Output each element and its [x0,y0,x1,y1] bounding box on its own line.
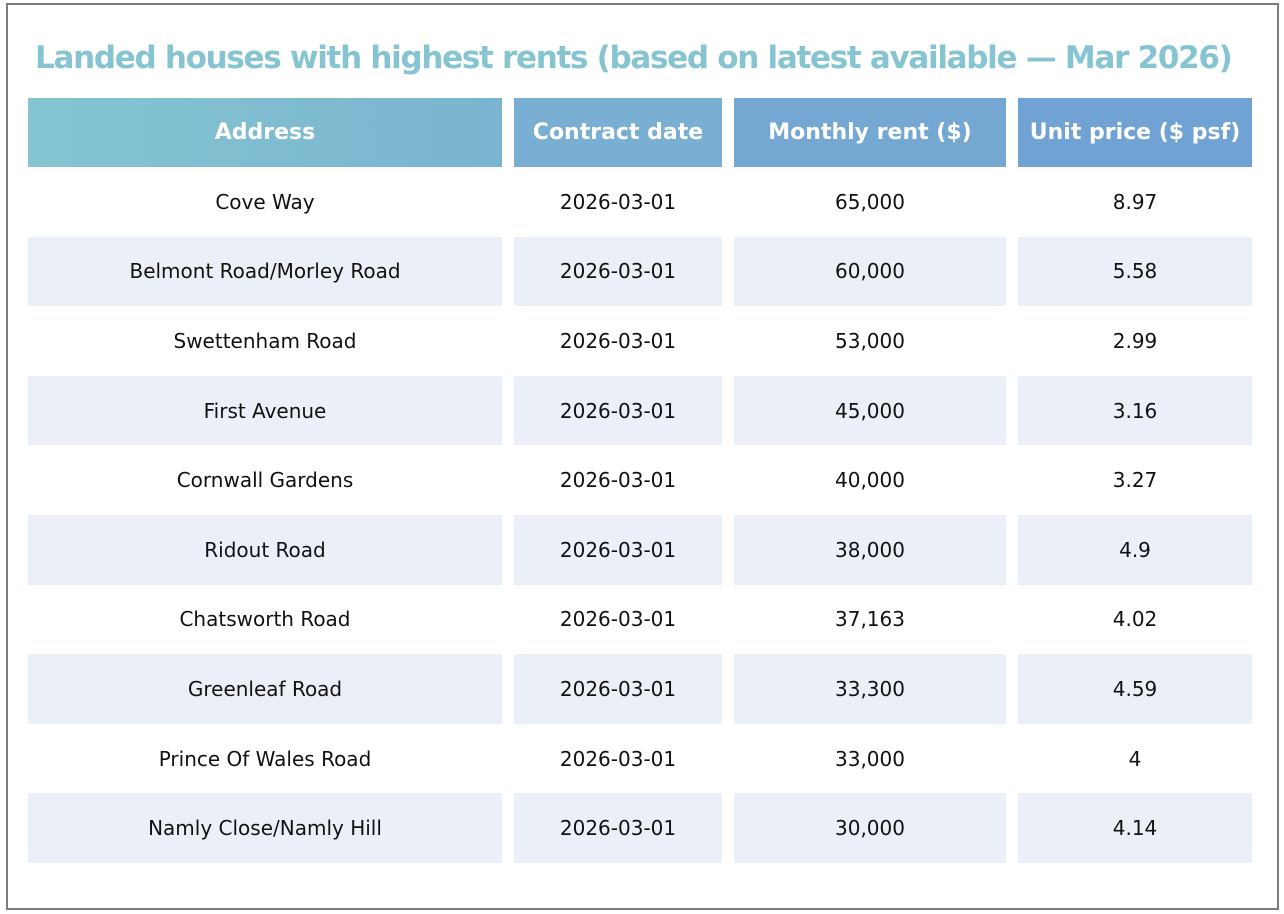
cell-monthly-rent: 45,000 [734,375,1006,446]
cell-monthly-rent: 33,000 [835,746,905,771]
cell-address: Chatsworth Road [179,607,351,632]
table-row: Namly Close/Namly Hill 2026-03-01 30,000… [28,793,1252,863]
table-header-row: Address Contract date Monthly rent ($) U… [28,98,1252,167]
cell-monthly-rent: 38,000 [734,514,1006,585]
cell-contract-date: 2026-03-01 [559,189,677,214]
cell-contract-date: 2026-03-01 [559,468,677,493]
cell-address: Greenleaf Road [28,654,502,724]
table-row: Belmont Road/Morley Road 2026-03-01 60,0… [28,236,1252,307]
cell-address: Namly Close/Namly Hill [28,793,502,863]
cell-address: Cove Way [215,189,315,214]
cell-address: Cornwall Gardens [176,468,354,493]
cell-contract-date: 2026-03-01 [514,793,722,863]
table-row: Cornwall Gardens 2026-03-01 40,000 3.27 [28,445,1252,515]
cell-unit-price: 5.58 [1018,236,1252,307]
cell-unit-price: 4.59 [1018,654,1252,724]
cell-contract-date: 2026-03-01 [514,514,722,585]
cell-monthly-rent: 33,300 [734,654,1006,724]
cell-unit-price: 4.9 [1018,514,1252,585]
table-row: Swettenham Road 2026-03-01 53,000 2.99 [28,306,1252,376]
cell-monthly-rent: 30,000 [734,793,1006,863]
cell-contract-date: 2026-03-01 [559,607,677,632]
header-unit-price: Unit price ($ psf) [1018,98,1252,167]
cell-monthly-rent: 40,000 [835,468,905,493]
table-row: First Avenue 2026-03-01 45,000 3.16 [28,375,1252,446]
cell-unit-price: 8.97 [1112,189,1158,214]
cell-contract-date: 2026-03-01 [514,236,722,307]
cell-address: Swettenham Road [173,328,357,353]
table-row: Ridout Road 2026-03-01 38,000 4.9 [28,514,1252,585]
table-title: Landed houses with highest rents (based … [35,40,1233,76]
cell-unit-price: 3.27 [1112,468,1158,493]
cell-address: Prince Of Wales Road [158,746,372,771]
cell-contract-date: 2026-03-01 [514,654,722,724]
cell-unit-price: 4 [1128,746,1142,771]
cell-monthly-rent: 53,000 [835,328,905,353]
cell-address: Belmont Road/Morley Road [28,236,502,307]
cell-monthly-rent: 37,163 [835,607,905,632]
cell-unit-price: 2.99 [1112,328,1158,353]
cell-monthly-rent: 60,000 [734,236,1006,307]
cell-monthly-rent: 65,000 [835,189,905,214]
cell-contract-date: 2026-03-01 [559,328,677,353]
header-contract-date: Contract date [514,98,722,167]
header-monthly-rent: Monthly rent ($) [734,98,1006,167]
cell-unit-price: 3.16 [1018,375,1252,446]
header-address: Address [28,98,502,167]
cell-contract-date: 2026-03-01 [514,375,722,446]
cell-unit-price: 4.14 [1018,793,1252,863]
table-row: Cove Way 2026-03-01 65,000 8.97 [28,167,1252,237]
table-row: Prince Of Wales Road 2026-03-01 33,000 4 [28,724,1252,794]
table-row: Greenleaf Road 2026-03-01 33,300 4.59 [28,654,1252,724]
cell-address: Ridout Road [28,514,502,585]
cell-unit-price: 4.02 [1112,607,1158,632]
table-row: Chatsworth Road 2026-03-01 37,163 4.02 [28,585,1252,655]
cell-contract-date: 2026-03-01 [559,746,677,771]
cell-address: First Avenue [28,375,502,446]
rent-table: Address Contract date Monthly rent ($) U… [28,98,1252,863]
